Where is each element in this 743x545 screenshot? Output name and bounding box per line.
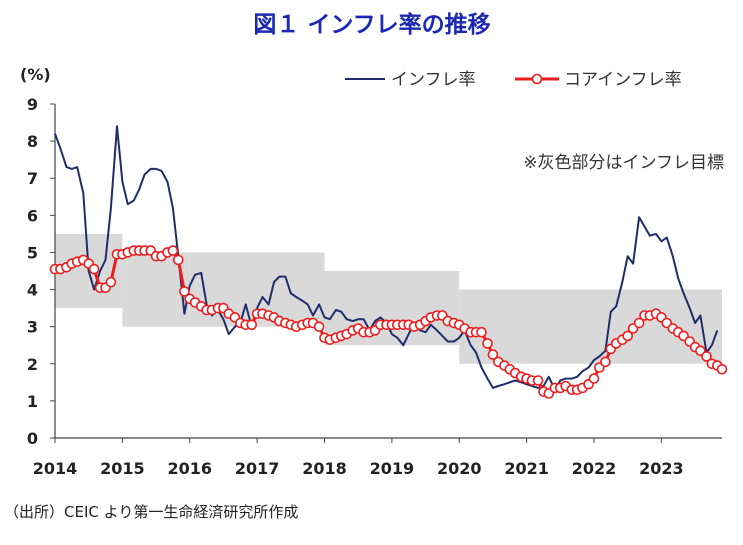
x-tick-label: 2019 xyxy=(370,459,415,478)
x-tick-label: 2016 xyxy=(167,459,212,478)
series-layer xyxy=(49,125,728,399)
data-point-core-inflation xyxy=(167,245,179,256)
data-point-core-inflation xyxy=(179,286,190,297)
legend-label-inflation: インフレ率 xyxy=(391,70,476,90)
data-point-core-inflation xyxy=(600,356,611,368)
data-point-core-inflation xyxy=(173,254,184,266)
data-point-core-inflation xyxy=(105,276,117,288)
y-tick-label: 9 xyxy=(27,95,38,114)
source-note: （出所）CEIC より第一生命経済研究所作成 xyxy=(4,503,298,521)
legend: インフレ率 コアインフレ率 xyxy=(345,70,682,90)
y-tick-label: 1 xyxy=(27,392,38,411)
y-tick-label: 2 xyxy=(27,355,38,374)
chart-title: 図１ インフレ率の推移 xyxy=(253,11,490,38)
y-tick-label: 5 xyxy=(27,243,38,262)
x-tick-label: 2021 xyxy=(504,459,549,478)
data-point-core-inflation xyxy=(487,349,499,360)
x-tick-label: 2018 xyxy=(302,459,347,478)
data-point-core-inflation xyxy=(246,319,257,331)
y-tick-label: 6 xyxy=(27,206,38,225)
data-point-core-inflation xyxy=(716,363,728,375)
target-band-annotation: ※灰色部分はインフレ目標 xyxy=(523,153,724,173)
x-tick-label: 2017 xyxy=(235,459,280,478)
legend-label-core-inflation: コアインフレ率 xyxy=(564,70,682,90)
data-point-core-inflation xyxy=(476,326,487,338)
y-tick-label: 3 xyxy=(27,318,38,337)
y-tick-label: 4 xyxy=(27,281,38,300)
target-band-segment xyxy=(459,289,722,364)
data-point-core-inflation xyxy=(532,375,544,386)
legend-marker-core-inflation xyxy=(531,73,543,85)
data-point-core-inflation xyxy=(622,330,634,342)
y-tick-label: 7 xyxy=(27,169,38,188)
data-point-core-inflation xyxy=(588,373,600,384)
x-tick-label: 2015 xyxy=(100,459,145,478)
data-point-core-inflation xyxy=(313,321,325,333)
x-tick-label: 2023 xyxy=(639,459,684,478)
y-tick-label: 0 xyxy=(27,429,38,448)
x-tick-label: 2022 xyxy=(572,459,617,478)
data-point-core-inflation xyxy=(482,338,493,349)
data-point-core-inflation xyxy=(701,351,712,362)
y-tick-label: 8 xyxy=(27,132,38,151)
data-point-core-inflation xyxy=(88,263,100,275)
x-tick-label: 2020 xyxy=(437,459,482,478)
data-point-core-inflation xyxy=(633,317,645,329)
y-axis-unit: (%) xyxy=(20,65,51,84)
x-tick-label: 2014 xyxy=(33,459,78,478)
